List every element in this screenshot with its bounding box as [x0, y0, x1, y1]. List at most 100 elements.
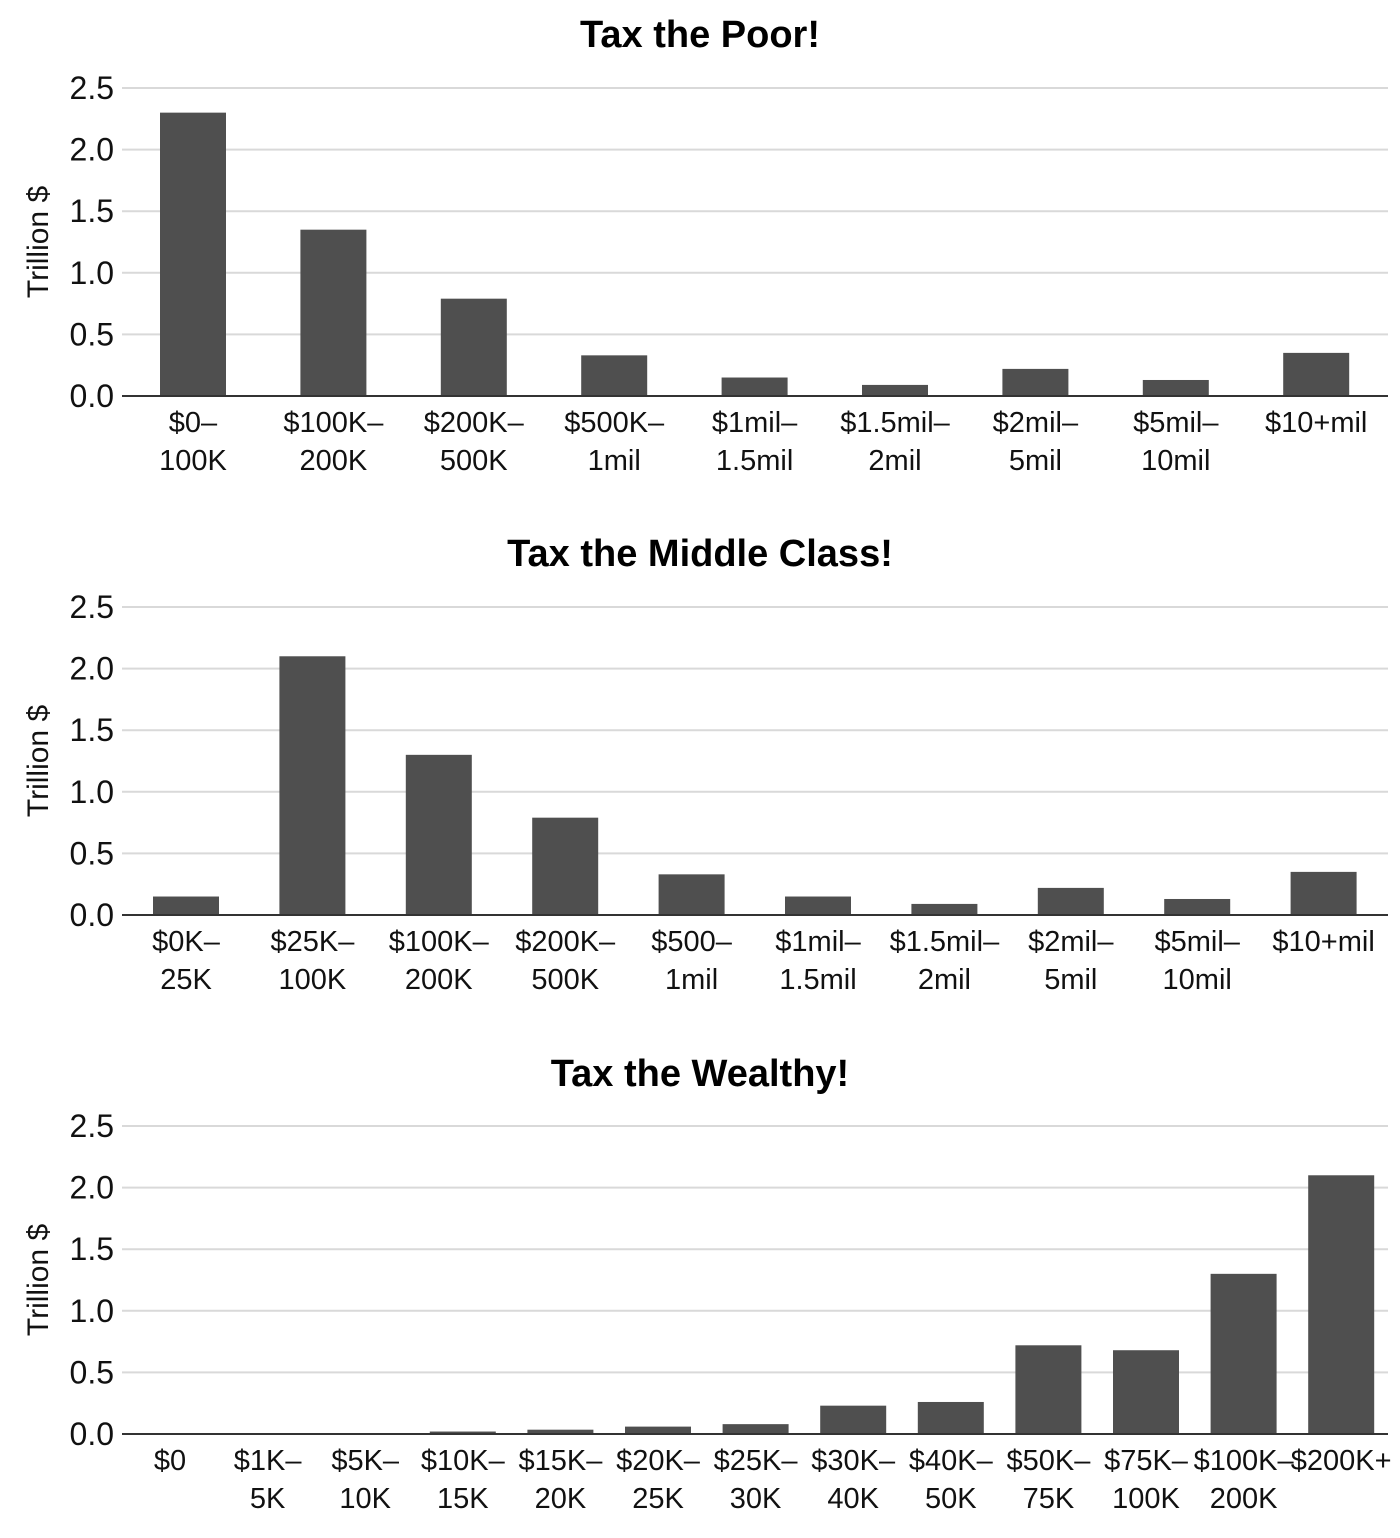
bar [1164, 899, 1230, 915]
x-tick-label: $2mil– [1028, 926, 1114, 958]
x-tick-label: $5mil– [1154, 926, 1240, 958]
x-tick-label: $20K– [616, 1445, 701, 1477]
y-tick-label: 1.5 [70, 1231, 114, 1267]
y-tick-label: 1.0 [70, 255, 114, 291]
x-tick-label: 500K [531, 964, 599, 996]
x-tick-label: 15K [437, 1483, 489, 1515]
y-tick-label: 0.0 [70, 897, 114, 933]
x-tick-label: $100K– [283, 407, 384, 439]
x-tick-label: $0K– [152, 926, 221, 958]
bar [1015, 1345, 1081, 1434]
y-tick-label: 1.0 [70, 774, 114, 810]
x-tick-label: $25K– [270, 926, 355, 958]
x-tick-label: 1mil [588, 445, 641, 477]
y-tick-label: 0.5 [70, 1354, 114, 1390]
x-tick-label: $1.5mil– [890, 926, 1000, 958]
x-tick-label: $2mil– [993, 407, 1079, 439]
x-tick-label: $200K+ [1291, 1445, 1392, 1477]
x-tick-label: 1mil [665, 964, 718, 996]
x-tick-label: $10+mil [1265, 407, 1367, 439]
bar [722, 378, 788, 396]
bar [581, 355, 647, 396]
y-tick-label: 0.0 [70, 378, 114, 414]
bar [1002, 369, 1068, 396]
x-tick-label: 2mil [918, 964, 971, 996]
x-tick-label: $0 [154, 1445, 186, 1477]
x-tick-label: 5mil [1044, 964, 1097, 996]
y-tick-label: 2.0 [70, 132, 114, 168]
y-tick-label: 0.5 [70, 835, 114, 871]
bar [532, 818, 598, 915]
x-tick-label: 10mil [1141, 445, 1210, 477]
x-tick-label: $100K– [389, 926, 490, 958]
x-tick-label: 25K [160, 964, 212, 996]
x-tick-label: $1mil– [775, 926, 861, 958]
x-tick-label: 200K [1210, 1483, 1278, 1515]
bar [1113, 1350, 1179, 1434]
x-tick-label: $1mil– [712, 407, 798, 439]
x-tick-label: 100K [1112, 1483, 1180, 1515]
bar [1038, 888, 1104, 915]
x-tick-label: 75K [1023, 1483, 1075, 1515]
x-tick-label: $500K– [564, 407, 665, 439]
x-tick-label: 50K [925, 1483, 977, 1515]
bar [160, 113, 226, 396]
x-tick-label: 1.5mil [779, 964, 856, 996]
x-tick-label: $5mil– [1133, 407, 1219, 439]
y-axis-label: Trillion $ [22, 705, 55, 818]
x-tick-label: 25K [632, 1483, 684, 1515]
bar [1143, 380, 1209, 396]
bar [659, 874, 725, 915]
x-tick-label: $75K– [1104, 1445, 1189, 1477]
bar [406, 755, 472, 915]
bar [625, 1427, 691, 1434]
bar [911, 904, 977, 915]
x-tick-label: $50K– [1006, 1445, 1091, 1477]
x-tick-label: 20K [535, 1483, 587, 1515]
y-tick-label: 0.0 [70, 1416, 114, 1452]
x-tick-label: $200K– [424, 407, 525, 439]
y-tick-label: 0.5 [70, 316, 114, 352]
bar [1291, 872, 1357, 915]
bar [918, 1402, 984, 1434]
y-tick-label: 2.5 [70, 70, 114, 106]
x-tick-label: $30K– [811, 1445, 896, 1477]
x-tick-label: $500– [651, 926, 733, 958]
x-tick-label: $1.5mil– [840, 407, 950, 439]
x-tick-label: $100K– [1194, 1445, 1295, 1477]
x-tick-label: $15K– [518, 1445, 603, 1477]
x-tick-label: 200K [300, 445, 368, 477]
y-tick-label: 2.0 [70, 651, 114, 687]
x-tick-label: $5K– [331, 1445, 400, 1477]
bar [279, 656, 345, 915]
x-tick-label: 200K [405, 964, 473, 996]
bar [723, 1424, 789, 1434]
x-tick-label: 5mil [1009, 445, 1062, 477]
x-tick-label: $40K– [909, 1445, 994, 1477]
x-tick-label: $1K– [234, 1445, 303, 1477]
x-tick-label: 2mil [868, 445, 921, 477]
x-tick-label: 100K [159, 445, 227, 477]
y-tick-label: 1.5 [70, 193, 114, 229]
x-tick-label: $0– [169, 407, 218, 439]
x-tick-label: 500K [440, 445, 508, 477]
bar [441, 299, 507, 396]
y-axis-label: Trillion $ [22, 1224, 55, 1337]
x-tick-label: $10+mil [1272, 926, 1374, 958]
x-tick-label: 30K [730, 1483, 782, 1515]
y-tick-label: 2.0 [70, 1170, 114, 1206]
bar [1308, 1175, 1374, 1434]
x-tick-label: 10mil [1163, 964, 1232, 996]
y-tick-label: 2.5 [70, 1108, 114, 1144]
x-tick-label: 10K [339, 1483, 391, 1515]
bar [785, 897, 851, 915]
bar [820, 1406, 886, 1434]
x-tick-label: 1.5mil [716, 445, 793, 477]
x-tick-label: $10K– [421, 1445, 506, 1477]
y-tick-label: 1.5 [70, 712, 114, 748]
x-tick-label: 5K [250, 1483, 286, 1515]
bar [1283, 353, 1349, 396]
